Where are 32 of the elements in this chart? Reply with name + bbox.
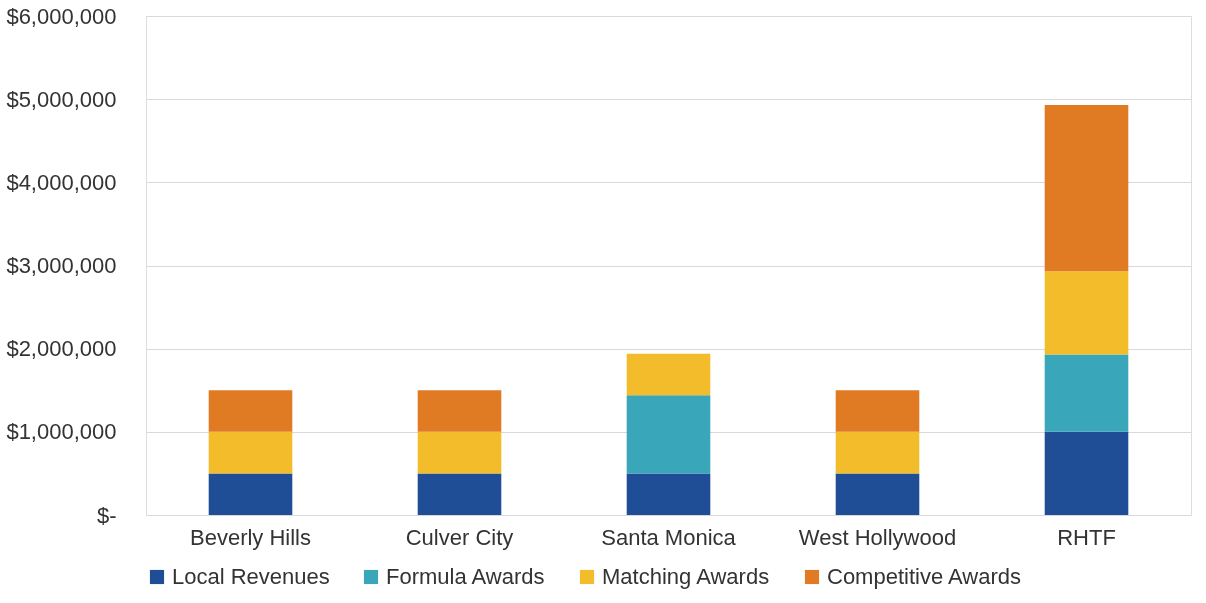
bar xyxy=(1044,354,1129,432)
x-tick-label: Beverly Hills xyxy=(189,524,312,550)
bar xyxy=(417,473,502,515)
y-tick-label: $6,000,000 xyxy=(6,3,117,29)
bar xyxy=(208,431,293,474)
bar xyxy=(626,395,711,474)
bar xyxy=(626,473,711,515)
bar xyxy=(1044,431,1129,515)
x-tick-label: RHTF xyxy=(1057,524,1116,550)
bar xyxy=(417,390,502,432)
bar xyxy=(835,473,920,515)
bar xyxy=(1044,271,1129,355)
y-tick-label: $2,000,000 xyxy=(6,336,117,362)
bar xyxy=(626,353,711,396)
bar xyxy=(208,473,293,515)
y-tick-label: $4,000,000 xyxy=(6,169,117,195)
x-tick-label: Culver City xyxy=(405,524,514,550)
x-tick-label: West Hollywood xyxy=(798,524,957,550)
y-tick-label: $5,000,000 xyxy=(6,86,117,112)
y-tick-label: $3,000,000 xyxy=(6,253,117,278)
legend-label: Competitive Awards xyxy=(827,564,1022,589)
bar xyxy=(417,431,502,474)
x-tick-label: Santa Monica xyxy=(601,524,737,550)
legend-label: Matching Awards xyxy=(602,564,770,589)
bar xyxy=(208,390,293,432)
legend-label: Formula Awards xyxy=(386,564,545,589)
bar xyxy=(835,431,920,474)
y-tick-label: $- xyxy=(96,502,117,528)
bar xyxy=(835,390,920,432)
bar xyxy=(1044,104,1129,272)
legend-label: Local Revenues xyxy=(172,564,330,589)
y-tick-label: $1,000,000 xyxy=(6,419,117,445)
